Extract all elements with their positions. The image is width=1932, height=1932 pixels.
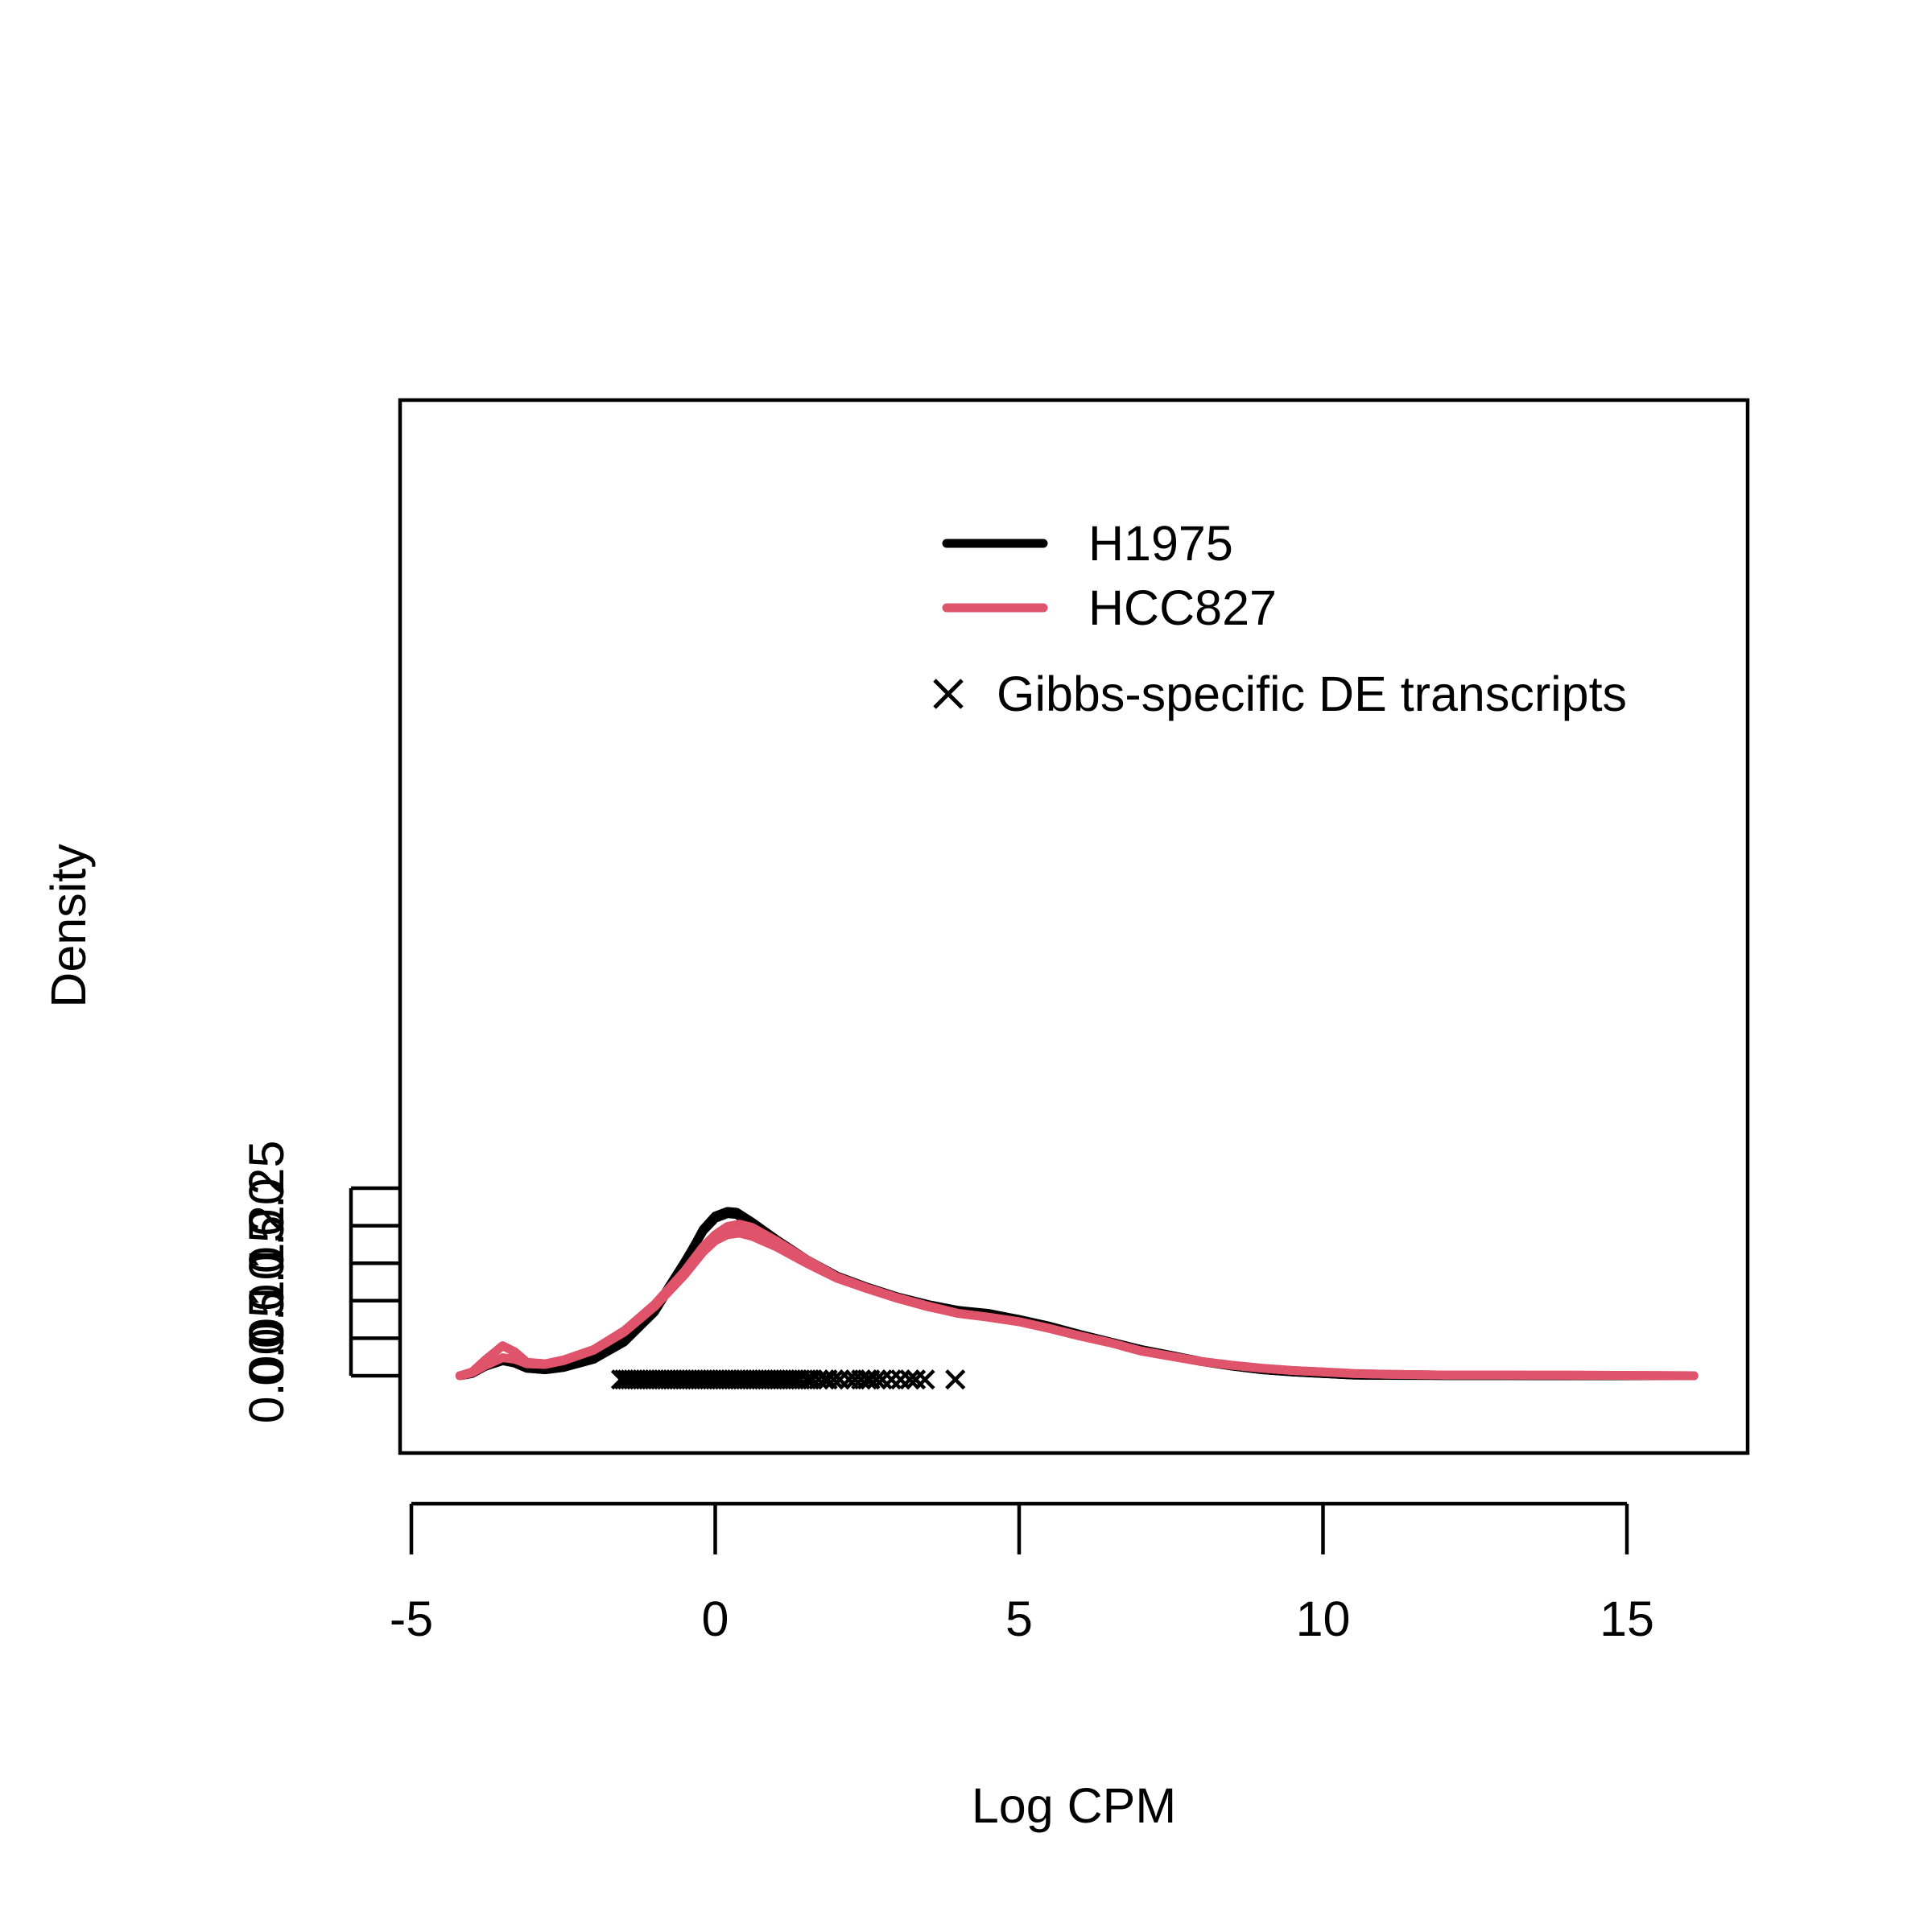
y-axis: 0.000.050.100.150.200.25: [239, 1141, 400, 1424]
legend-label-3: Gibbs-specific DE transcripts: [997, 667, 1627, 721]
marker-point-65: [814, 1369, 835, 1390]
x-tick-label-2: 5: [1005, 1591, 1033, 1646]
marker-point-68: [829, 1369, 850, 1390]
marker-point-62: [799, 1369, 820, 1390]
x-tick-label-3: 10: [1296, 1591, 1351, 1646]
y-tick-label-1: 0.05: [239, 1290, 294, 1386]
marker-point-75: [872, 1369, 893, 1390]
plot-frame: [398, 398, 1750, 1455]
x-tick-label-0: -5: [390, 1591, 433, 1646]
legend-marker-3: [933, 679, 964, 709]
y-axis-title: Density: [41, 844, 96, 1008]
x-axis-title: Log CPM: [972, 1778, 1176, 1833]
series-line-hcc827-4: [455, 1228, 1699, 1381]
legend: H1975 HCC827 Gibbs-specific DE transcripts: [933, 516, 1627, 721]
y-tick-label-2: 0.10: [239, 1253, 294, 1348]
x-axis: -5 0 5 10 15: [390, 1501, 1654, 1646]
marker-point-80: [914, 1369, 935, 1390]
x-tick-label-1: 0: [702, 1591, 729, 1646]
marker-group: [610, 1369, 966, 1390]
marker-point-78: [899, 1369, 920, 1390]
y-tick-label-5: 0.25: [239, 1141, 294, 1236]
y-tick-label-0: 0.00: [239, 1328, 294, 1424]
marker-point-74: [865, 1369, 887, 1390]
marker-point-71: [851, 1369, 872, 1390]
legend-label-2: HCC827: [1088, 580, 1277, 635]
y-tick-label-4: 0.20: [239, 1178, 294, 1274]
marker-point-64: [808, 1369, 829, 1390]
marker-point-67: [824, 1369, 844, 1390]
marker-point-79: [906, 1369, 927, 1390]
marker-point-57: [781, 1369, 802, 1390]
marker-point-72: [857, 1369, 877, 1390]
series-lines: [455, 1207, 1699, 1381]
marker-point-77: [890, 1369, 911, 1390]
x-tick-label-4: 15: [1600, 1591, 1654, 1646]
y-tick-label-3: 0.15: [239, 1216, 294, 1311]
legend-label-1: H1975: [1088, 516, 1233, 571]
marker-point-81: [945, 1369, 966, 1390]
marker-point-76: [881, 1369, 902, 1390]
